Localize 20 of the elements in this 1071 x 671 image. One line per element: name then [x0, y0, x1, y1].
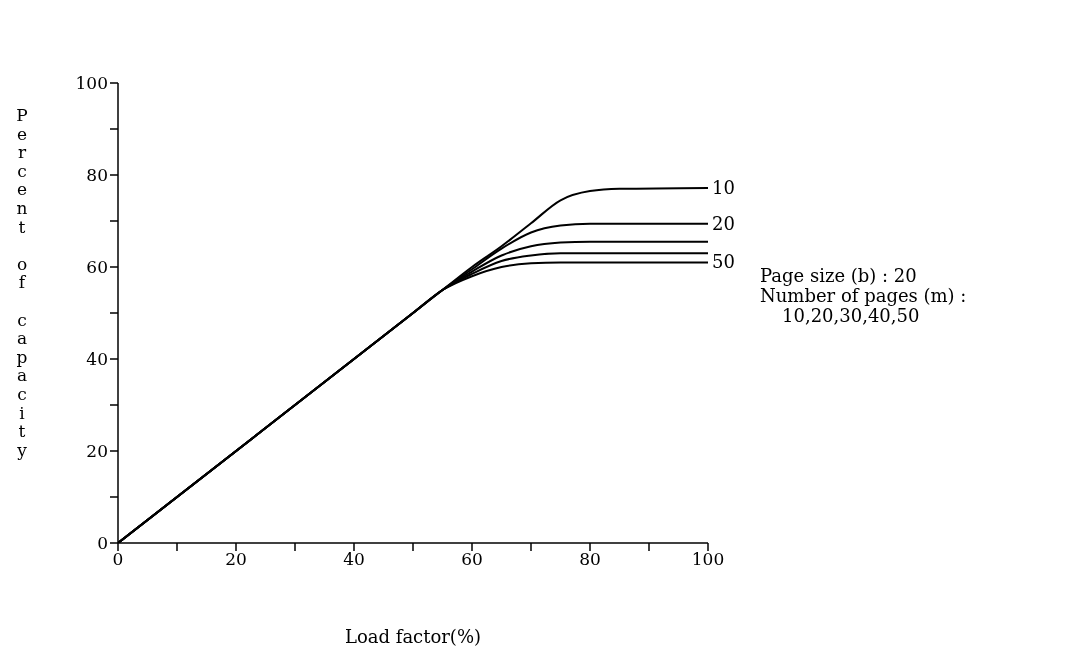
series-label: 10 — [712, 176, 735, 198]
x-tick-label: 80 — [579, 549, 601, 570]
y-tick-label: 0 — [97, 533, 108, 554]
x-tick-label: 40 — [343, 549, 365, 570]
text: 10,20,30,40,50 — [781, 305, 921, 326]
y-tick-label: 20 — [86, 441, 108, 462]
text: Page size (b) : 20 — [760, 265, 918, 286]
x-tick-label: 60 — [461, 549, 483, 570]
series-label: 20 — [712, 212, 735, 234]
x-tick-label: 0 — [112, 549, 124, 570]
y-tick-label: 80 — [86, 165, 108, 186]
y-tick-label: 60 — [86, 257, 108, 278]
x-tick-label: 20 — [225, 549, 247, 570]
x-tick-label: 100 — [691, 549, 725, 570]
y-tick-label: 100 — [75, 73, 108, 94]
y-tick-label: 40 — [86, 349, 108, 370]
text: Number of pages (m) : — [760, 285, 967, 306]
text: Percent of capacity — [16, 105, 28, 460]
series-label: 50 — [712, 251, 735, 273]
x-axis-title: Load factor(%) — [344, 626, 482, 647]
